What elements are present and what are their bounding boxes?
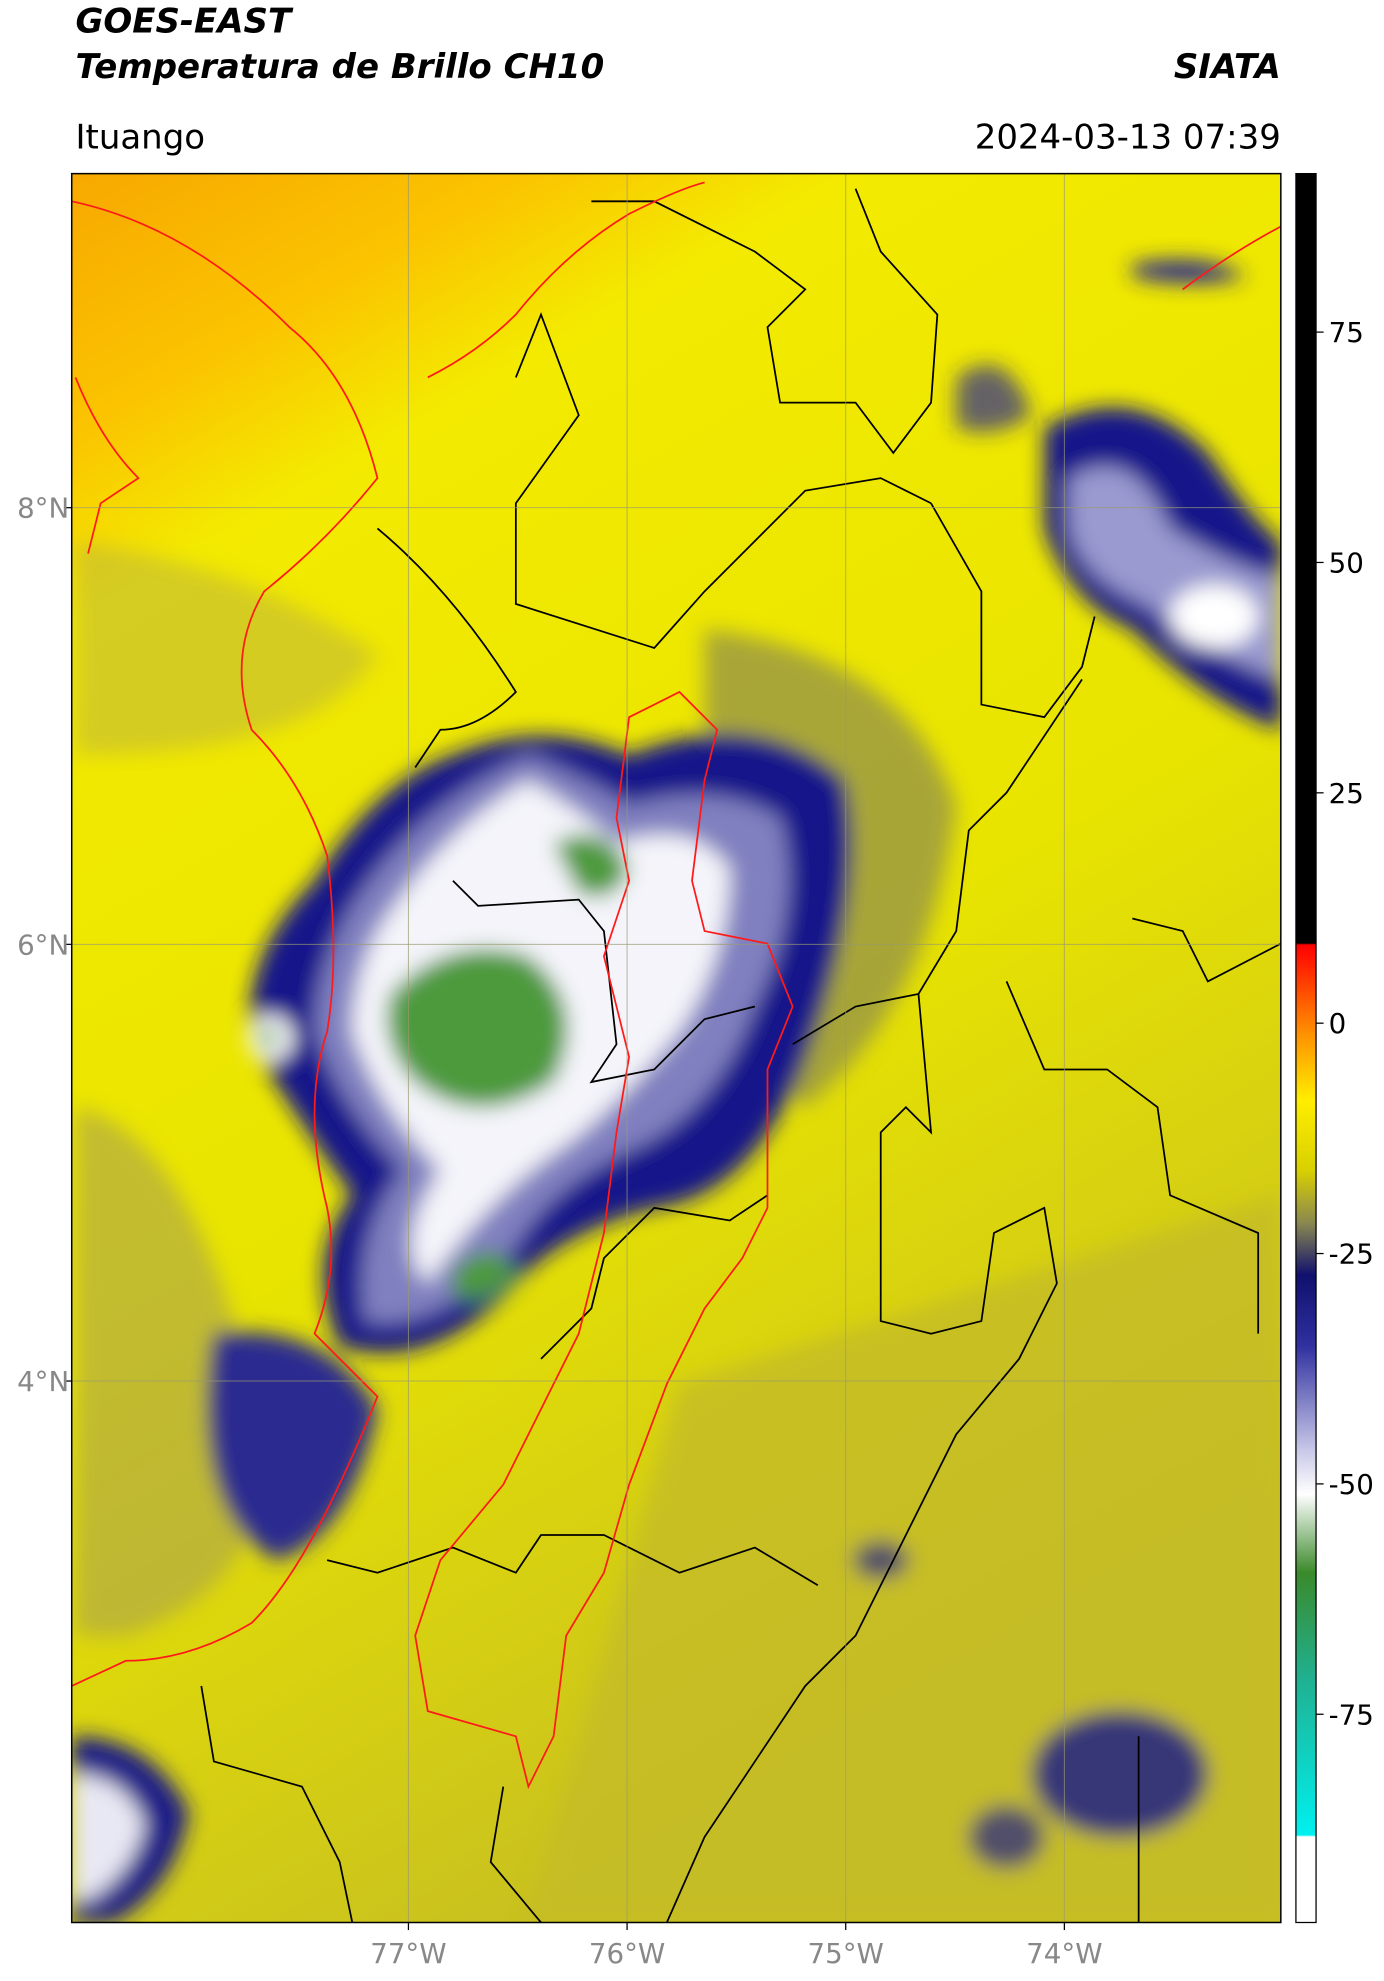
location: Ituango bbox=[75, 117, 205, 157]
colorbar-tick-label: 75 bbox=[1329, 316, 1364, 349]
colorbar-tick-label: -75 bbox=[1329, 1698, 1374, 1731]
timestamp: 2024-03-13 07:39 bbox=[975, 117, 1281, 157]
x-tick-label: 75°W bbox=[808, 1937, 884, 1970]
subtitle: Temperatura de Brillo CH10 bbox=[75, 47, 604, 87]
title: GOES-EAST bbox=[75, 2, 293, 42]
colorbar-tick-label: 0 bbox=[1329, 1007, 1347, 1040]
y-tick-label: 8°N bbox=[17, 492, 69, 525]
x-tick-label: 76°W bbox=[589, 1937, 665, 1970]
y-tick-label: 4°N bbox=[17, 1365, 69, 1398]
colorbar-tick-label: -25 bbox=[1329, 1238, 1374, 1271]
colorbar-tick-label: 25 bbox=[1329, 777, 1364, 810]
y-tick-label: 6°N bbox=[17, 928, 69, 961]
colorbar bbox=[1295, 172, 1317, 1924]
brand: SIATA bbox=[1174, 47, 1281, 87]
x-tick-label: 77°W bbox=[370, 1937, 446, 1970]
colorbar-tick-label: -50 bbox=[1329, 1468, 1374, 1501]
x-tick-label: 74°W bbox=[1026, 1937, 1102, 1970]
colorbar-tick-label: 50 bbox=[1329, 547, 1364, 580]
map-frame bbox=[70, 172, 1282, 1924]
map-image bbox=[71, 173, 1281, 1923]
